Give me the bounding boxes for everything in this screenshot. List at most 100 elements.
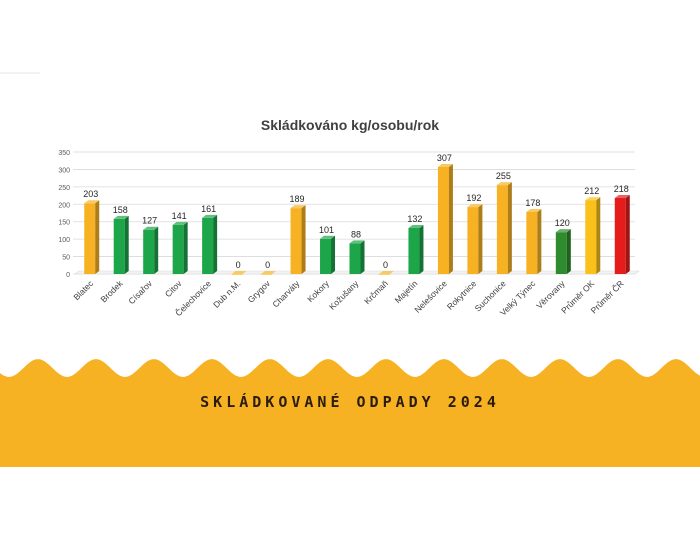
bar-front <box>261 274 273 275</box>
bars <box>84 163 630 275</box>
bar-top <box>320 235 336 239</box>
bar-side <box>301 205 306 274</box>
x-tick-label: Blatec <box>71 278 95 302</box>
bar-side <box>566 229 571 274</box>
bar-top <box>496 182 512 186</box>
bar-top <box>84 200 100 204</box>
x-tick-label: Grygov <box>246 278 273 305</box>
bar <box>408 224 424 274</box>
bar-front <box>231 274 243 275</box>
bar-front <box>113 218 125 274</box>
bar-front <box>467 207 479 274</box>
bar-top <box>113 215 129 219</box>
bar <box>614 195 630 274</box>
bar-front <box>496 185 508 274</box>
bar-side <box>124 215 129 274</box>
bar-top <box>467 204 483 208</box>
bar-top <box>437 163 453 167</box>
bar-front <box>614 198 626 274</box>
bar <box>496 182 512 274</box>
bar-side <box>596 197 601 274</box>
x-tick-label: Charváty <box>270 278 302 310</box>
bar-top <box>614 195 630 199</box>
bar-front <box>437 166 449 274</box>
bar <box>231 271 247 275</box>
data-label: 178 <box>525 198 540 208</box>
bar-side <box>95 200 100 274</box>
data-label: 158 <box>113 205 128 215</box>
data-label: 88 <box>351 229 361 239</box>
bar <box>526 208 542 274</box>
bar-top <box>526 208 542 212</box>
y-tick-label: 100 <box>58 237 70 244</box>
data-label: 0 <box>236 260 241 270</box>
banner-title: SKLÁDKOVANÉ ODPADY 2024 <box>200 393 500 411</box>
x-tick-label: Citov <box>163 278 184 299</box>
y-tick-label: 200 <box>58 202 70 209</box>
x-tick-label: Brodek <box>99 278 126 305</box>
bar <box>437 163 453 274</box>
y-tick-label: 250 <box>58 185 70 192</box>
bar-side <box>537 208 542 274</box>
data-labels: 203 158 127 141 161 0 0 189 101 88 0 132 307 192 255 17… <box>83 153 629 270</box>
bar-side <box>154 226 159 274</box>
y-axis-ticks: 0 50 100 150 200 250 300 350 <box>58 150 70 279</box>
data-label: 218 <box>614 184 629 194</box>
wave-banner <box>0 359 700 467</box>
data-label: 189 <box>290 194 305 204</box>
data-label: 120 <box>555 218 570 228</box>
bar-top <box>378 271 394 274</box>
bar-top <box>143 226 159 230</box>
y-tick-label: 300 <box>58 167 70 174</box>
bar <box>290 205 306 274</box>
bar-top <box>555 229 571 233</box>
bar-front <box>555 232 567 274</box>
bar-side <box>478 204 483 274</box>
bar-top <box>231 271 247 274</box>
x-tick-label: Kožušany <box>327 278 361 312</box>
data-label: 161 <box>201 204 216 214</box>
bar <box>143 226 159 274</box>
bar-front <box>526 211 538 274</box>
bar-front <box>349 243 361 274</box>
bar <box>585 197 601 274</box>
x-tick-label: Krčmaň <box>362 278 390 306</box>
y-tick-label: 0 <box>66 272 70 279</box>
bar-top <box>585 197 601 201</box>
bar-front <box>585 200 597 274</box>
bar-side <box>507 182 512 274</box>
bar <box>202 214 218 274</box>
data-label: 132 <box>407 214 422 224</box>
data-label: 0 <box>265 260 270 270</box>
bar <box>320 235 336 274</box>
data-label: 192 <box>466 193 481 203</box>
y-tick-label: 50 <box>62 255 70 262</box>
bar-front <box>408 227 420 274</box>
bar <box>555 229 571 274</box>
x-tick-label: Kokory <box>305 278 331 304</box>
y-tick-label: 150 <box>58 220 70 227</box>
bar <box>349 240 365 274</box>
bar-top <box>349 240 365 244</box>
bar-side <box>183 221 188 274</box>
data-label: 101 <box>319 225 334 235</box>
bar-top <box>408 224 424 228</box>
data-label: 127 <box>142 216 157 226</box>
data-label: 203 <box>83 189 98 199</box>
bar <box>172 221 188 274</box>
bar-front <box>290 208 302 274</box>
x-tick-label: Dub n.M. <box>211 278 242 309</box>
bar-side <box>448 163 453 274</box>
chart-title: Skládkováno kg/osobu/rok <box>261 117 439 133</box>
x-tick-label: Císařov <box>126 278 154 306</box>
data-label: 255 <box>496 171 511 181</box>
bar-side <box>360 240 365 274</box>
y-tick-label: 350 <box>58 150 70 157</box>
bar <box>378 271 394 275</box>
bar <box>113 215 129 274</box>
bar-top <box>172 221 188 225</box>
data-label: 0 <box>383 260 388 270</box>
bar-front <box>143 229 155 274</box>
